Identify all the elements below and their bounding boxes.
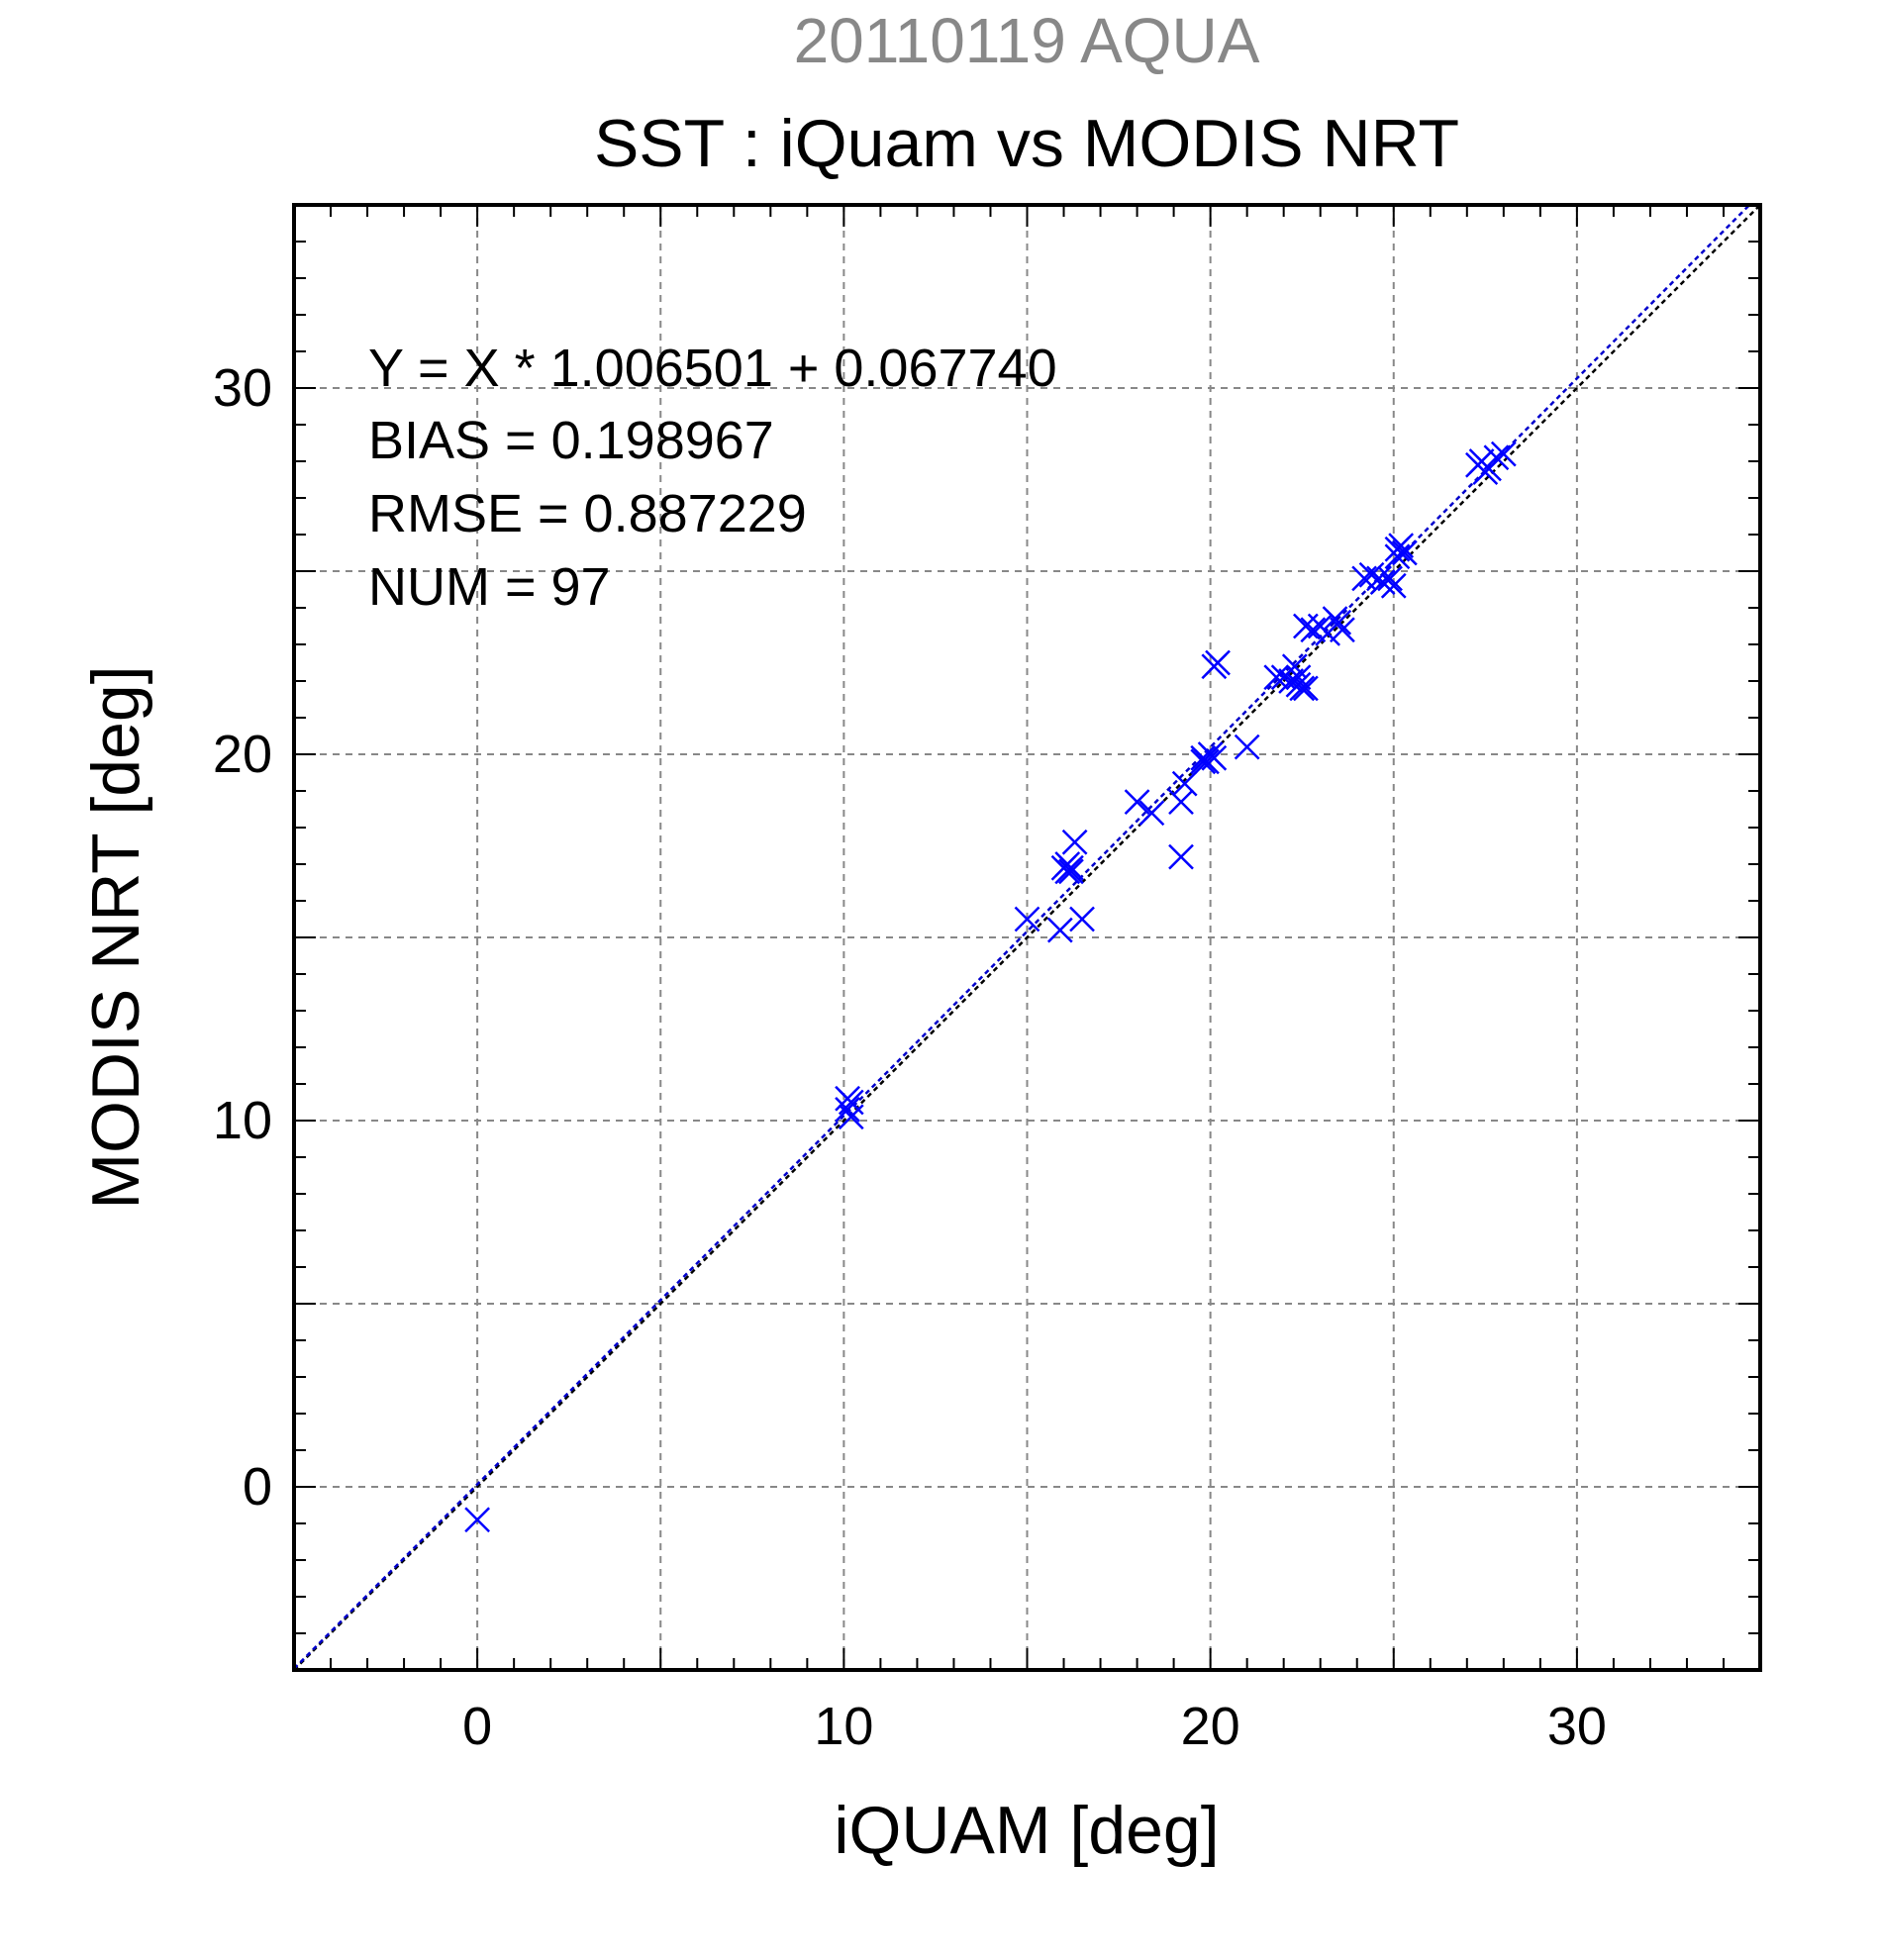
data-point-stroke (464, 1507, 491, 1533)
data-point-stroke (1285, 664, 1312, 691)
y-tick-label: 0 (243, 1457, 272, 1517)
data-point (1263, 664, 1290, 691)
data-point (1391, 539, 1418, 566)
data-point-stroke (1380, 572, 1407, 599)
data-point-stroke (1384, 536, 1411, 562)
data-point (1300, 617, 1327, 643)
data-point (1171, 770, 1198, 797)
plot-frame (292, 203, 1762, 1672)
data-point-stroke (1391, 539, 1418, 566)
data-point-stroke (1124, 789, 1150, 815)
data-point-stroke (835, 1097, 860, 1123)
data-point (1014, 906, 1040, 932)
data-point (1058, 858, 1084, 885)
y-tick-label: 30 (213, 358, 272, 418)
rmse-label: RMSE = 0.887229 (368, 484, 807, 543)
data-point-stroke (1490, 441, 1517, 467)
data-point (1168, 843, 1194, 870)
identity-line (293, 204, 1761, 1671)
data-point-stroke (1171, 770, 1198, 797)
data-point (464, 1507, 491, 1533)
data-point-stroke (1263, 664, 1290, 691)
data-point-stroke (1054, 858, 1081, 885)
data-points (464, 441, 1517, 1533)
data-point-stroke (1300, 617, 1327, 643)
data-point (838, 1104, 864, 1130)
data-point-stroke (1061, 829, 1088, 855)
data-point (1194, 748, 1220, 775)
data-point-stroke (1468, 448, 1495, 474)
data-point-stroke (1483, 444, 1510, 471)
data-point (1285, 664, 1312, 691)
y-tick-label: 20 (213, 725, 272, 784)
data-point (1061, 829, 1088, 855)
data-point-stroke (1190, 748, 1217, 775)
x-axis-label: iQUAM [deg] (834, 1793, 1219, 1868)
data-point (1138, 800, 1165, 827)
data-point-stroke (1194, 748, 1220, 775)
data-point-stroke (1234, 734, 1260, 760)
data-point (1201, 653, 1228, 680)
x-tick-label: 20 (1181, 1697, 1240, 1756)
data-point (835, 1097, 860, 1123)
data-point-stroke (1014, 906, 1040, 932)
data-point-stroke (1289, 675, 1316, 702)
statistics-block: Y = X * 1.006501 + 0.067740 BIAS = 0.198… (368, 339, 1057, 617)
x-tick-label: 30 (1547, 1697, 1607, 1756)
chart-supertitle: 20110119 AQUA (794, 5, 1260, 76)
data-point (1322, 606, 1348, 632)
num-label: NUM = 97 (368, 557, 611, 617)
data-point (1293, 675, 1319, 702)
x-tick-label: 0 (462, 1697, 492, 1756)
data-point (1330, 617, 1355, 643)
y-axis-label: MODIS NRT [deg] (78, 665, 153, 1209)
data-point (1124, 789, 1150, 815)
data-point-stroke (1046, 917, 1073, 943)
data-point-stroke (1322, 606, 1348, 632)
data-point (1380, 572, 1407, 599)
data-point-stroke (1330, 617, 1355, 643)
data-point-stroke (838, 1104, 864, 1130)
fit-line (293, 204, 1751, 1670)
data-point (1490, 441, 1517, 467)
y-tick-labels: 0 10 20 30 (213, 358, 272, 1517)
data-point (1384, 536, 1411, 562)
data-point (1377, 565, 1403, 592)
data-point (1046, 917, 1073, 943)
data-point (1168, 789, 1194, 815)
data-point-stroke (1168, 789, 1194, 815)
bias-label: BIAS = 0.198967 (368, 411, 774, 470)
data-point (1468, 448, 1495, 474)
data-point-stroke (1168, 843, 1194, 870)
chart-title: SST : iQuam vs MODIS NRT (594, 106, 1459, 181)
data-point (1234, 734, 1260, 760)
x-tick-labels: 0 10 20 30 (462, 1697, 1607, 1756)
data-point-stroke (1138, 800, 1165, 827)
data-point-stroke (1369, 569, 1396, 595)
data-point (1293, 613, 1319, 639)
data-point-stroke (1278, 668, 1304, 694)
data-point-stroke (1069, 906, 1095, 932)
data-point-stroke (1377, 565, 1403, 592)
data-point-stroke (1201, 653, 1228, 680)
x-tick-label: 10 (814, 1697, 873, 1756)
data-point (1069, 906, 1095, 932)
data-point (1190, 748, 1217, 775)
regression-lines (293, 204, 1761, 1671)
y-tick-label: 10 (213, 1091, 272, 1150)
data-point (1278, 668, 1304, 694)
data-point (1483, 444, 1510, 471)
fit-equation-label: Y = X * 1.006501 + 0.067740 (368, 339, 1057, 398)
data-point (1054, 858, 1081, 885)
data-point-stroke (1293, 675, 1319, 702)
data-point-stroke (1058, 858, 1084, 885)
